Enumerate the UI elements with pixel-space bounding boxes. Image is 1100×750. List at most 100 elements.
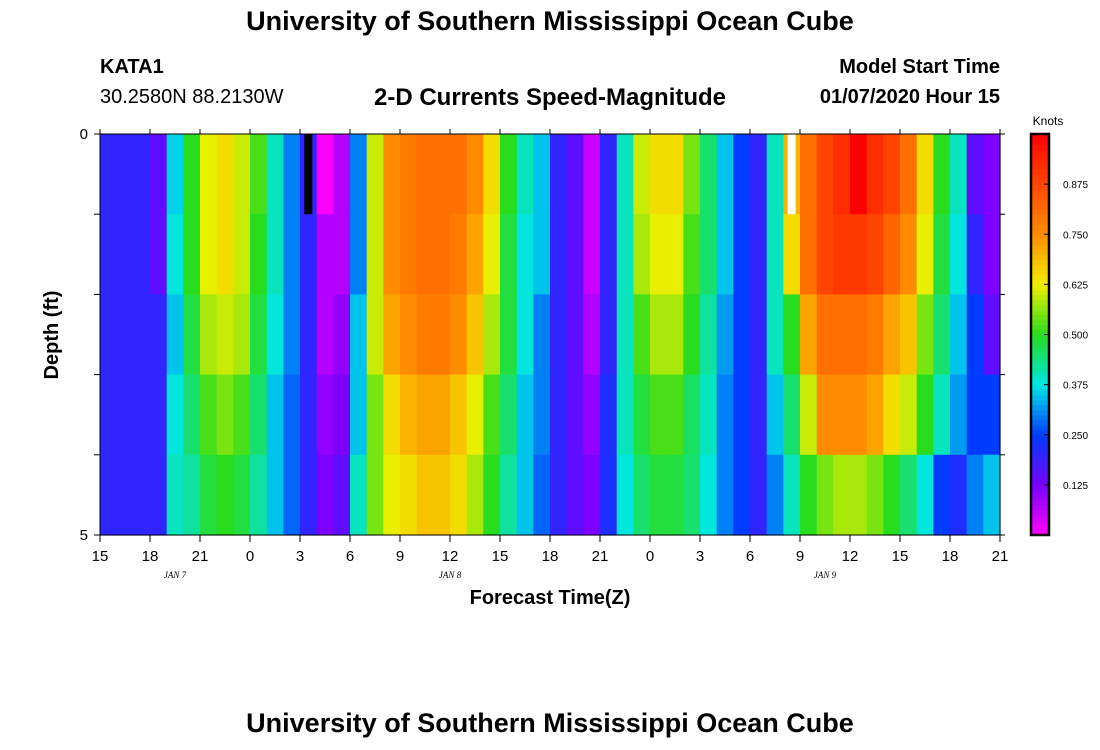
heatmap-cell <box>833 134 851 215</box>
heatmap-cell <box>683 454 701 536</box>
colorbar-segment <box>1031 249 1049 255</box>
heatmap-cell <box>950 454 968 536</box>
colorbar-segment <box>1031 284 1049 290</box>
colorbar-segment <box>1031 504 1049 511</box>
colorbar-tick-label: 0.375 <box>1063 381 1088 392</box>
heatmap-cell <box>383 134 401 215</box>
heatmap-cell <box>883 454 901 536</box>
colorbar-segment <box>1031 384 1049 391</box>
colorbar-segment <box>1031 444 1049 451</box>
heatmap-cell <box>850 294 868 376</box>
heatmap-cell <box>200 374 218 456</box>
heatmap-cell <box>866 214 884 295</box>
heatmap-cell <box>750 134 768 215</box>
colorbar-segment <box>1031 224 1049 230</box>
heatmap-cell <box>283 214 301 295</box>
heatmap-cell <box>483 454 501 536</box>
x-tick-label: 21 <box>192 548 209 565</box>
date-label: JAN 7 <box>164 570 187 580</box>
heatmap-cell <box>150 214 168 295</box>
footer-title: University of Southern Mississippi Ocean… <box>246 708 854 738</box>
heatmap-cell <box>650 454 668 536</box>
heatmap-cell <box>300 374 318 456</box>
heatmap-cell <box>150 294 168 376</box>
heatmap-cell <box>716 134 734 215</box>
heatmap-cell <box>616 294 634 376</box>
heatmap-cell <box>100 454 118 536</box>
heatmap-cell <box>133 134 151 215</box>
heatmap-cell <box>100 134 118 215</box>
heatmap-cell <box>833 214 851 295</box>
heatmap-cell <box>633 374 651 456</box>
colorbar-segment <box>1031 279 1049 285</box>
heatmap-cell <box>833 454 851 536</box>
heatmap-cell <box>716 454 734 536</box>
colorbar-segment <box>1031 214 1049 220</box>
heatmap-cell <box>833 294 851 376</box>
heatmap-cell <box>600 294 618 376</box>
heatmap-cell <box>433 214 451 295</box>
heatmap-cell <box>716 374 734 456</box>
colorbar-segment <box>1031 244 1049 250</box>
heatmap-cell <box>200 134 218 215</box>
heatmap-cell <box>966 454 984 536</box>
heatmap-cell <box>283 374 301 456</box>
heatmap-cell <box>516 454 534 536</box>
heatmap-cell <box>300 454 318 536</box>
heatmap-cell <box>450 294 468 376</box>
heatmap-cell <box>166 374 184 456</box>
heatmap-cell <box>900 214 918 295</box>
colorbar-segment <box>1031 429 1049 436</box>
heatmap-cell <box>216 214 234 295</box>
heatmap-cell <box>983 134 1001 215</box>
heatmap-cell <box>583 294 601 376</box>
heatmap-cell <box>933 374 951 456</box>
x-tick-label: 6 <box>346 548 354 565</box>
colorbar-tick-label: 0.250 <box>1063 431 1088 442</box>
heatmap-cell <box>383 294 401 376</box>
heatmap-cell <box>133 374 151 456</box>
colorbar-segment <box>1031 234 1049 240</box>
colorbar-segment <box>1031 349 1049 356</box>
heatmap-cell <box>466 374 484 456</box>
heatmap-cell <box>583 374 601 456</box>
heatmap-cell <box>133 294 151 376</box>
colorbar-segment <box>1031 449 1049 456</box>
heatmap-cell <box>333 454 351 536</box>
y-tick-label: 0 <box>80 126 88 143</box>
heatmap-cell <box>966 294 984 376</box>
y-tick-label: 5 <box>80 527 88 544</box>
heatmap-cell <box>733 214 751 295</box>
heatmap-cell <box>150 454 168 536</box>
heatmap-cell <box>850 374 868 456</box>
heatmap-cell <box>916 374 934 456</box>
heatmap-cell <box>200 214 218 295</box>
heatmap-cells <box>100 134 1001 536</box>
colorbar-segment <box>1031 459 1049 466</box>
colorbar-segment <box>1031 264 1049 270</box>
heatmap-cell <box>550 454 568 536</box>
heatmap-cell <box>533 134 551 215</box>
heatmap-cell <box>633 294 651 376</box>
heatmap-cell <box>600 134 618 215</box>
heatmap-cell <box>366 214 384 295</box>
heatmap-cell <box>700 374 718 456</box>
heatmap-cell <box>350 294 368 376</box>
heatmap-cell <box>316 214 334 295</box>
heatmap-cell <box>733 374 751 456</box>
heatmap-cell <box>950 134 968 215</box>
x-tick-label: 15 <box>492 548 509 565</box>
heatmap-cell <box>250 454 268 536</box>
heatmap-cell <box>500 134 518 215</box>
colorbar-segment <box>1031 324 1049 331</box>
heatmap-cell <box>683 294 701 376</box>
heatmap-cell <box>983 454 1001 536</box>
heatmap-cell <box>350 134 368 215</box>
model-start-label: Model Start Time <box>839 56 1000 78</box>
colorbar-segment <box>1031 399 1049 406</box>
heatmap-cell <box>100 214 118 295</box>
heatmap-cell <box>283 294 301 376</box>
heatmap-cell <box>866 294 884 376</box>
heatmap-cell <box>616 374 634 456</box>
